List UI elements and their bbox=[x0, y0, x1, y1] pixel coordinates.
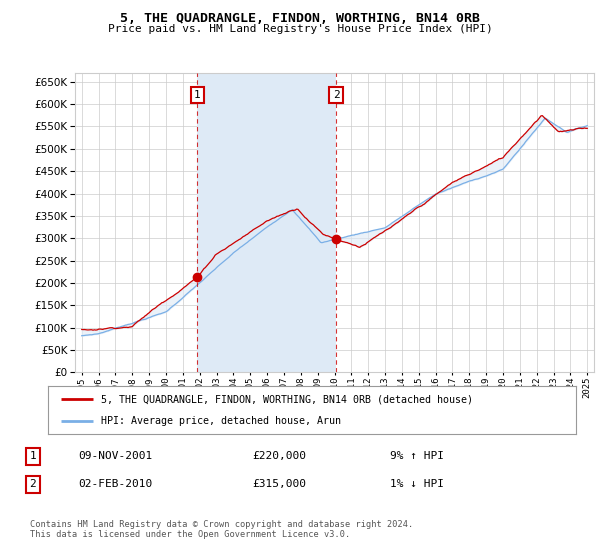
Text: HPI: Average price, detached house, Arun: HPI: Average price, detached house, Arun bbox=[101, 416, 341, 426]
Text: 5, THE QUADRANGLE, FINDON, WORTHING, BN14 0RB: 5, THE QUADRANGLE, FINDON, WORTHING, BN1… bbox=[120, 12, 480, 25]
Text: 5, THE QUADRANGLE, FINDON, WORTHING, BN14 0RB (detached house): 5, THE QUADRANGLE, FINDON, WORTHING, BN1… bbox=[101, 394, 473, 404]
Text: 1: 1 bbox=[194, 90, 201, 100]
Bar bbox=[197, 73, 336, 372]
Text: Contains HM Land Registry data © Crown copyright and database right 2024.
This d: Contains HM Land Registry data © Crown c… bbox=[30, 520, 413, 539]
Text: 1% ↓ HPI: 1% ↓ HPI bbox=[390, 479, 444, 489]
Text: 09-NOV-2001: 09-NOV-2001 bbox=[78, 451, 152, 461]
Text: 9% ↑ HPI: 9% ↑ HPI bbox=[390, 451, 444, 461]
Text: £315,000: £315,000 bbox=[252, 479, 306, 489]
Text: Price paid vs. HM Land Registry's House Price Index (HPI): Price paid vs. HM Land Registry's House … bbox=[107, 24, 493, 34]
Text: 2: 2 bbox=[332, 90, 340, 100]
Text: 02-FEB-2010: 02-FEB-2010 bbox=[78, 479, 152, 489]
Text: 1: 1 bbox=[29, 451, 37, 461]
Text: £220,000: £220,000 bbox=[252, 451, 306, 461]
Text: 2: 2 bbox=[29, 479, 37, 489]
